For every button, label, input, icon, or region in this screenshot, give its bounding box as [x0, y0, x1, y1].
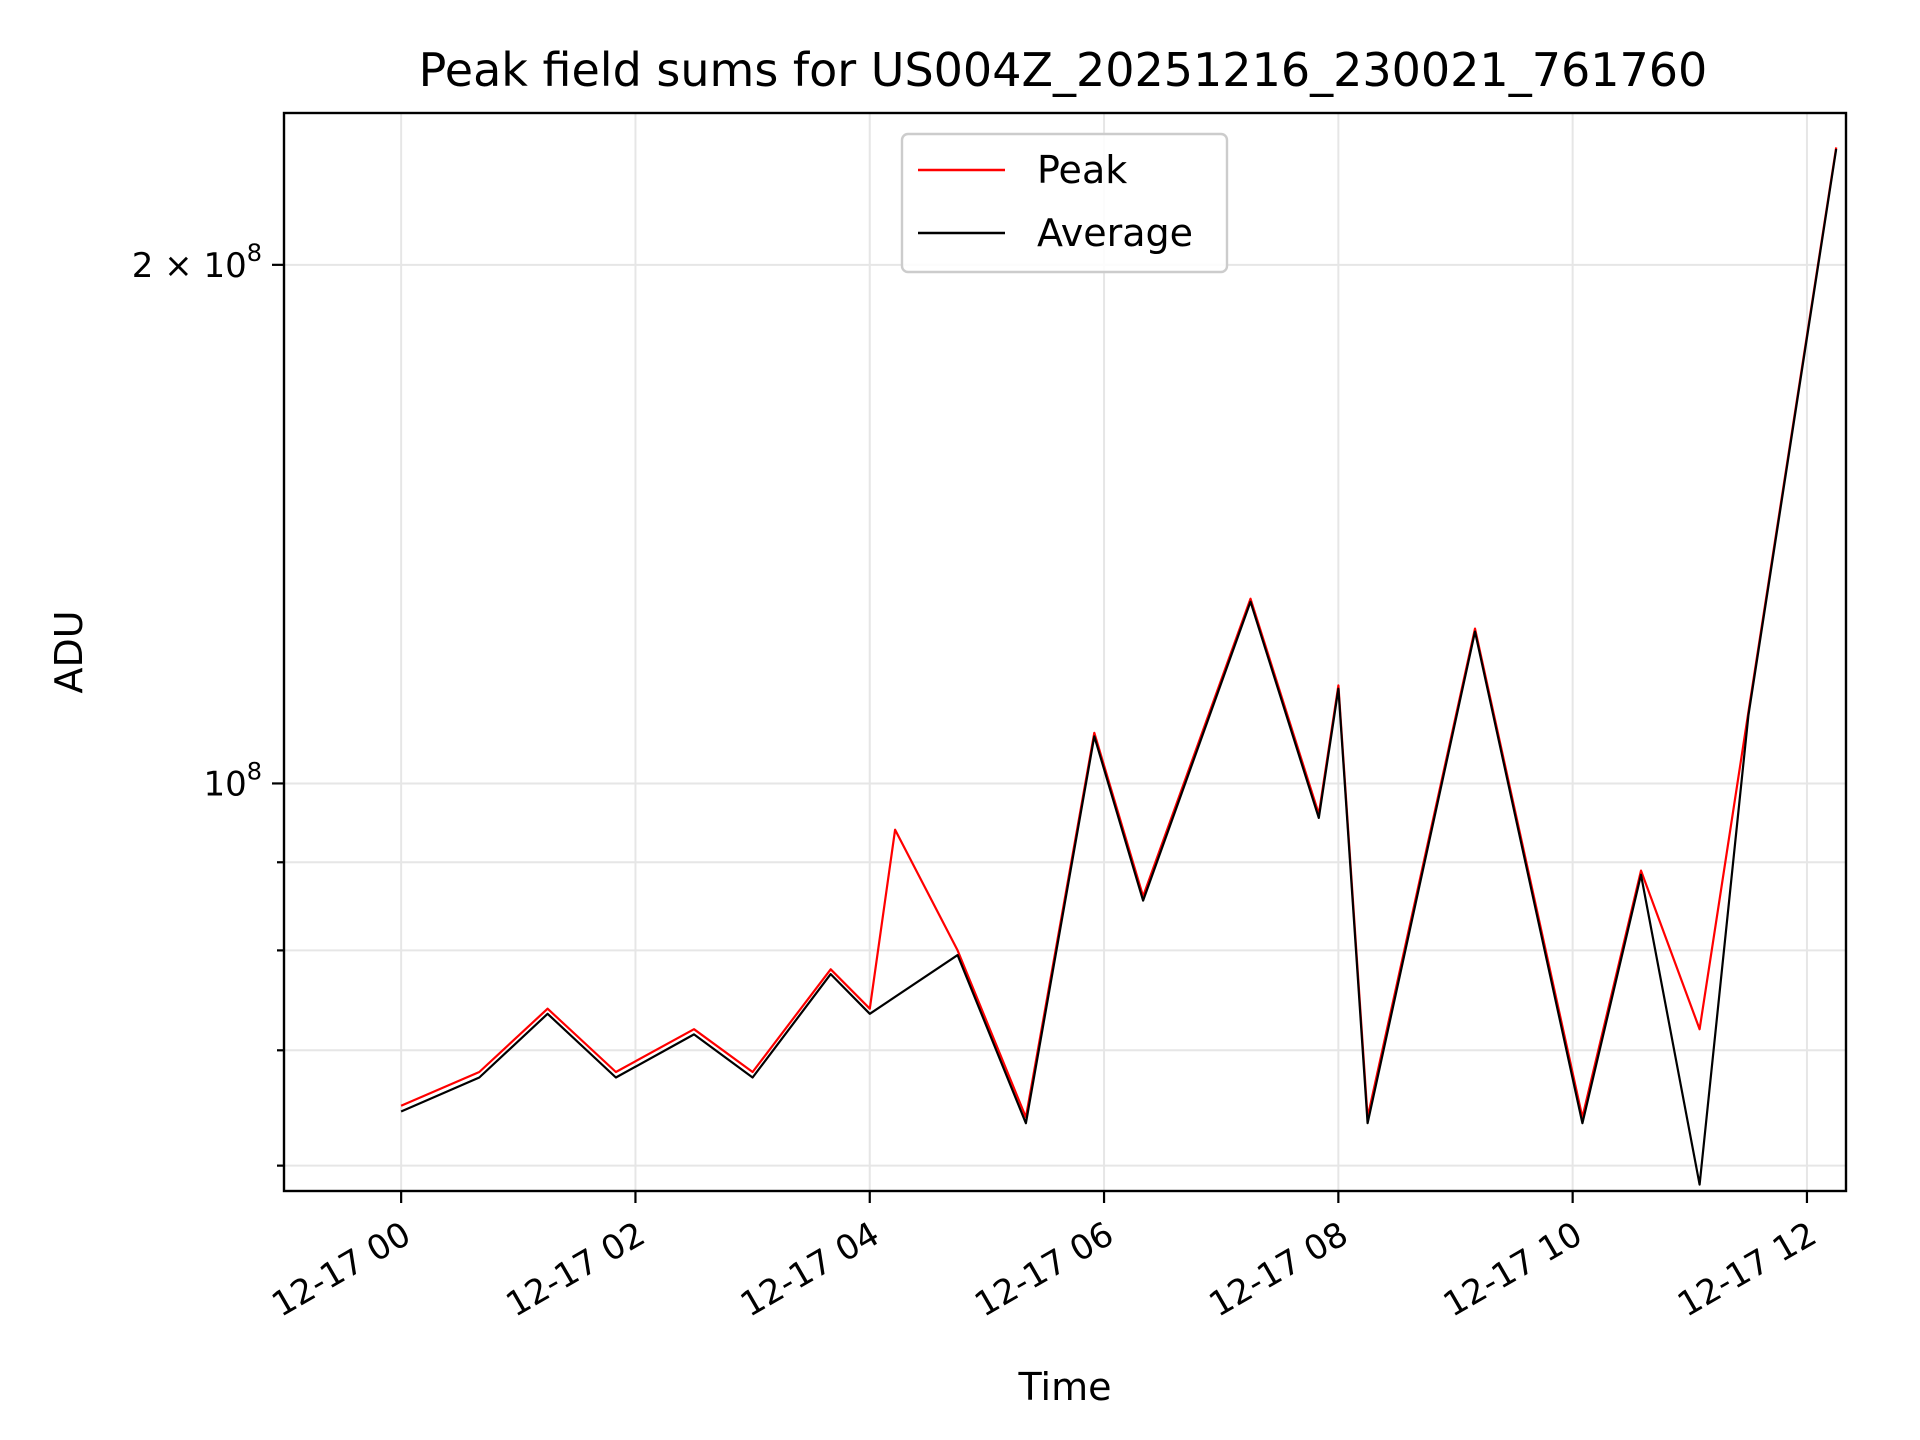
plot-frame — [282, 111, 1848, 1193]
y-tick-label: 2 × 108 — [132, 239, 262, 286]
legend-label-average: Average — [1037, 211, 1193, 255]
series-line-average — [400, 148, 1838, 1186]
y-tick-exponent: 8 — [247, 757, 262, 785]
chart-title: Peak field sums for US004Z_20251216_2300… — [419, 43, 1708, 97]
y-axis-label: ADU — [47, 610, 91, 693]
legend-frame — [900, 132, 1229, 274]
y-tick-exponent: 8 — [247, 239, 262, 267]
y-tick-label: 108 — [203, 757, 262, 804]
x-axis-label: Time — [1018, 1365, 1112, 1409]
series-line-peak — [400, 147, 1838, 1119]
grid-layer — [284, 113, 1846, 1191]
series-layer — [400, 147, 1838, 1186]
legend-label-peak: Peak — [1037, 148, 1127, 192]
legend: Peak Average — [900, 132, 1229, 274]
y-tick-base: 2 × 10 — [132, 246, 247, 286]
y-tick-base: 10 — [203, 764, 246, 804]
